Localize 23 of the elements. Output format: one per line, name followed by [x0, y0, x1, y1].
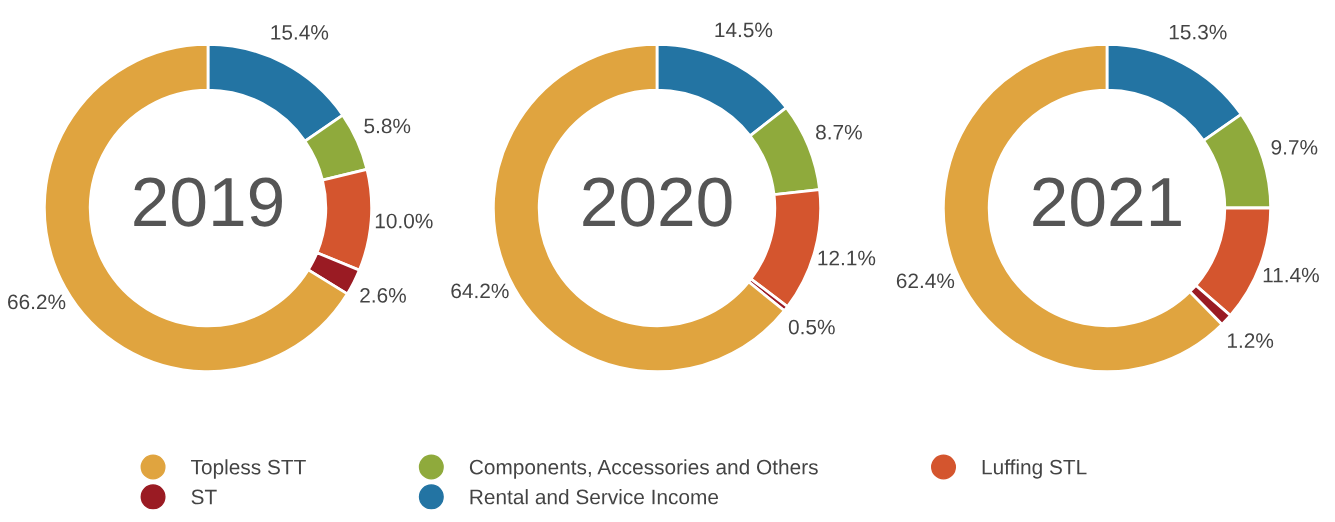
- legend-label: Components, Accessories and Others: [469, 459, 818, 479]
- data-label: 5.8%: [364, 118, 411, 134]
- text: 2020: [583, 177, 732, 227]
- data-label: 1.2%: [1227, 333, 1274, 348]
- text: 2019: [134, 177, 282, 227]
- data-label: 62.4%: [896, 273, 955, 289]
- data-label: 66.2%: [8, 294, 66, 310]
- data-label: 8.7%: [816, 124, 862, 140]
- text: 2021: [1033, 177, 1181, 227]
- data-label: 2.6%: [360, 287, 406, 303]
- data-label: 10.0%: [375, 213, 433, 229]
- data-label: 0.5%: [788, 319, 835, 335]
- legend-label: Topless STT: [191, 459, 306, 479]
- data-label: 14.5%: [715, 22, 773, 38]
- data-label: 11.4%: [1263, 267, 1319, 283]
- legend-label: Luffing STL: [982, 459, 1087, 479]
- data-label: 15.3%: [1169, 24, 1227, 40]
- data-label: 64.2%: [451, 283, 509, 299]
- legend-label: Rental and Service Income: [470, 489, 719, 505]
- legend-label: ST: [191, 489, 217, 505]
- data-label: 9.7%: [1271, 139, 1318, 155]
- data-label: 15.4%: [271, 25, 329, 40]
- data-label: 12.1%: [818, 250, 876, 266]
